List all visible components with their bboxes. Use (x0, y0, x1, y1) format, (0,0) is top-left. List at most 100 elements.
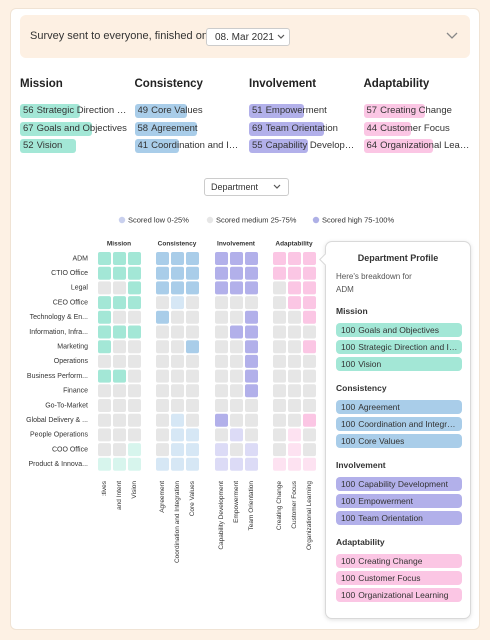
score-item: 51 Empowerment (249, 104, 357, 118)
score-bar (134, 104, 188, 118)
date-value: 08. Mar 2021 (215, 32, 274, 43)
heatmap-cell (128, 413, 141, 427)
heatmap-cell (245, 457, 258, 471)
score-item: 67 Goals and Objectives (20, 121, 128, 136)
profile-factor: Capability Development (358, 479, 448, 489)
heatmap-cell (245, 252, 258, 265)
profile-text: 100 Creating Change (341, 556, 459, 566)
profile-bar (336, 477, 462, 491)
score-value: 57 (366, 105, 378, 116)
heatmap-group-label: Mission (107, 241, 131, 248)
heatmap-cell (245, 369, 258, 383)
heatmap-row-label: COO Office (52, 446, 88, 453)
profile-text: 100 Goals and Objectives (341, 325, 459, 335)
filter-select[interactable]: Department (204, 178, 289, 196)
heatmap-cell (245, 281, 258, 295)
heatmap-cell (98, 340, 111, 354)
heatmap-row-label: Legal (71, 285, 89, 292)
profile-item: 100 Coordination and Integration (336, 417, 462, 431)
score-value: 58 (137, 122, 149, 134)
heatmap-cell (288, 457, 301, 471)
score-item: 64 Organizational Learning (363, 139, 472, 153)
panel-title: Department Profile (357, 253, 439, 263)
profile-bar (336, 554, 462, 568)
heatmap-cell (215, 369, 228, 383)
profile-bar (336, 588, 462, 602)
score-item: 55 Capability Development (249, 139, 357, 153)
legend-dot (118, 216, 126, 224)
heatmap-cell (273, 384, 286, 398)
heatmap-column-label: Agreement (159, 481, 166, 513)
legend-dot (312, 216, 320, 224)
heatmap-row-label: Operations (54, 358, 89, 365)
heatmap-cell (98, 281, 111, 295)
heatmap-cell (230, 281, 243, 295)
profile-score: 100 (341, 496, 356, 506)
heatmap-cell (113, 325, 126, 339)
collapse-chevron[interactable] (445, 31, 459, 41)
heatmap-cell (230, 457, 243, 471)
score-bar (363, 104, 426, 118)
heatmap-cell (128, 310, 141, 324)
heatmap-row-label: Finance (63, 388, 88, 395)
factor-name: Empowerment (265, 105, 327, 116)
heatmap-cell (98, 428, 111, 442)
factor-name: Capability Development (265, 140, 357, 151)
heatmap-cell (215, 428, 228, 442)
profile-text: 100 Strategic Direction and Intent (341, 342, 459, 352)
heatmap-cell (113, 443, 126, 457)
heatmap-cell (98, 266, 111, 280)
score-value: 51 (252, 105, 263, 116)
profile-score: 100 (341, 342, 356, 352)
heatmap-cell (171, 399, 184, 412)
profile-section-title: Consistency (336, 383, 387, 393)
heatmap-cell (98, 252, 111, 265)
heatmap-row-label: Technology & En... (30, 314, 88, 321)
heatmap-cell (98, 354, 111, 368)
heatmap-cell (171, 413, 184, 427)
legend-dot (206, 216, 214, 224)
profile-text: 100 Capability Development (341, 479, 459, 489)
heatmap-cell (288, 443, 301, 457)
heatmap-cell (303, 413, 316, 427)
heatmap-cell (171, 369, 184, 383)
date-select[interactable]: 08. Mar 2021 (206, 28, 290, 46)
score-value: 44 (366, 122, 378, 134)
factor-name: Strategic Direction and Intent (36, 105, 128, 116)
heatmap-cell (186, 354, 199, 368)
heatmap-cell (186, 369, 199, 383)
heatmap-cell (303, 266, 316, 280)
profile-factor: Organizational Learning (358, 590, 449, 600)
heatmap-cell (171, 428, 184, 442)
heatmap-cell (273, 296, 286, 310)
profile-factor: Goals and Objectives (358, 325, 439, 335)
score-bar (363, 121, 412, 136)
heatmap-cell (186, 281, 199, 295)
heatmap-group-label: Adaptability (275, 241, 313, 248)
heatmap-cell (156, 369, 169, 383)
heatmap-row-label: Marketing (57, 344, 88, 351)
score-value: 52 (23, 140, 34, 151)
heatmap-cell (128, 340, 141, 354)
profile-score: 100 (341, 513, 356, 523)
factor-name: Creating Change (380, 105, 452, 116)
heatmap-cell (98, 310, 111, 324)
heatmap-cell (186, 325, 199, 339)
profile-score: 100 (341, 436, 356, 446)
heatmap-row-label: CTIO Office (51, 270, 88, 277)
profile-score: 100 (341, 419, 356, 429)
profile-text: 100 Customer Focus (341, 573, 459, 583)
heatmap-column-label: Core Values (189, 480, 196, 516)
heatmap-cell (230, 266, 243, 280)
heatmap-cell (186, 252, 199, 265)
score-bar (134, 121, 198, 136)
heatmap-cell (171, 266, 184, 280)
heatmap-cell (288, 384, 301, 398)
heatmap-cell (156, 428, 169, 442)
heatmap-cell (156, 354, 169, 368)
score-value: 56 (23, 105, 34, 116)
score-text: 67 Goals and Objectives (23, 123, 128, 134)
profile-bar (336, 511, 462, 525)
